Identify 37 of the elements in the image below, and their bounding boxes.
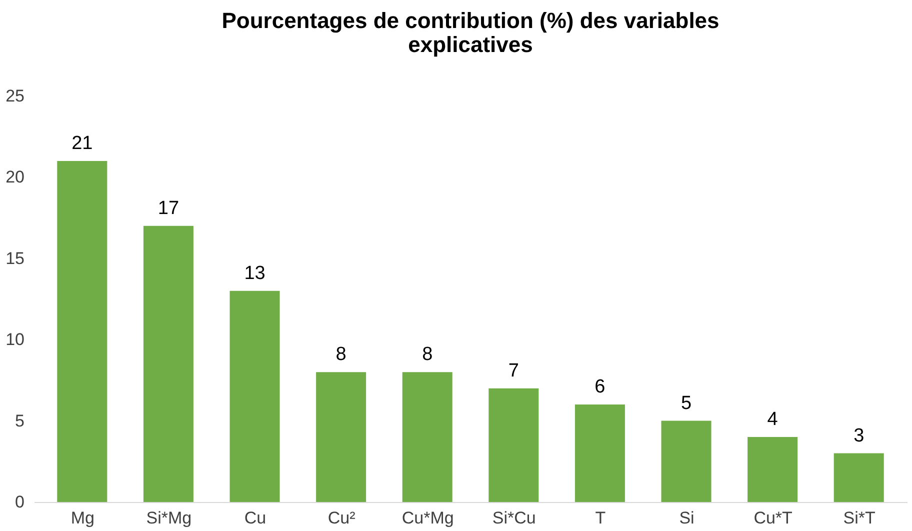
- bar: [488, 388, 539, 502]
- data-label: 5: [680, 392, 692, 414]
- y-tick-label: 0: [15, 492, 24, 512]
- data-label: 3: [854, 425, 864, 446]
- x-tick-label: Cu: [244, 508, 266, 528]
- data-label: 8: [422, 344, 433, 366]
- y-tick-label: 5: [15, 411, 24, 430]
- x-tick-label: Si*Mg: [146, 508, 192, 528]
- data-label: 21: [72, 132, 93, 154]
- bar: [574, 404, 625, 502]
- data-label: 7: [508, 360, 519, 382]
- y-tick-label: 20: [6, 168, 24, 187]
- bar: [402, 372, 452, 502]
- data-label: 6: [594, 376, 606, 398]
- bar: [143, 226, 194, 502]
- x-tick-label: Cu²: [328, 508, 356, 528]
- y-tick-label: 15: [6, 248, 24, 268]
- chart-title: Pourcentages de contribution (%) des variables explicatives: [222, 8, 720, 57]
- x-tick-label: Si*Cu: [492, 508, 536, 528]
- data-label: 4: [767, 409, 778, 430]
- y-tick-label: 25: [6, 86, 24, 106]
- y-tick-label: 10: [6, 330, 24, 350]
- data-label: 13: [244, 262, 266, 284]
- x-tick-label: T: [595, 508, 606, 528]
- x-tick-label: Mg: [70, 508, 94, 528]
- bar: [230, 290, 280, 502]
- bar: [748, 437, 798, 502]
- bar: [57, 160, 108, 502]
- x-tick-label: Si: [679, 508, 694, 528]
- bar: [316, 372, 366, 502]
- x-tick-label: Si*T: [843, 508, 876, 528]
- bar: [834, 453, 884, 502]
- data-label: 17: [158, 198, 180, 219]
- x-tick-label: Cu*Mg: [402, 508, 454, 528]
- x-tick-label: Cu*T: [754, 508, 792, 528]
- bar: [661, 420, 712, 502]
- data-label: 8: [336, 344, 346, 366]
